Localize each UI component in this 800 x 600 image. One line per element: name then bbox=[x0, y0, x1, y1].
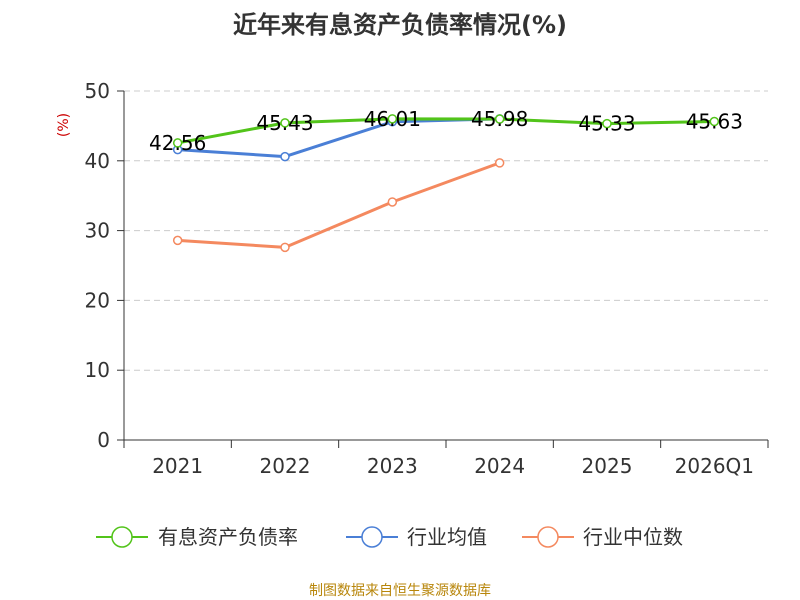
x-tick-label: 2023 bbox=[367, 454, 418, 478]
x-tick-label: 2026Q1 bbox=[675, 454, 754, 478]
series-line bbox=[177, 117, 500, 159]
y-tick-label: 20 bbox=[85, 288, 110, 312]
data-point bbox=[387, 114, 398, 124]
data-label: 46.01 bbox=[364, 107, 421, 131]
legend-marker bbox=[111, 526, 133, 548]
legend-marker bbox=[537, 526, 559, 548]
y-tick-label: 30 bbox=[85, 219, 110, 243]
series-lines bbox=[172, 114, 720, 253]
data-point bbox=[387, 197, 398, 207]
x-tick-label: 2024 bbox=[474, 454, 525, 478]
y-tick-label: 10 bbox=[85, 358, 110, 382]
data-point bbox=[280, 151, 290, 162]
data-point bbox=[172, 235, 183, 246]
legend-label: 行业中位数 bbox=[583, 525, 683, 549]
source-note: 制图数据来自恒生聚源数据库 bbox=[309, 583, 491, 599]
legend-item: 有息资产负债率 bbox=[96, 525, 298, 549]
grid-lines bbox=[124, 90, 768, 371]
legend-marker bbox=[361, 526, 383, 548]
legend-item: 行业均值 bbox=[346, 525, 487, 549]
x-tick-label: 2022 bbox=[260, 454, 311, 478]
data-point bbox=[602, 118, 612, 129]
series-line bbox=[177, 161, 501, 249]
legend: 有息资产负债率 行业均值 行业中位数 bbox=[96, 525, 683, 549]
data-label: 45.98 bbox=[471, 107, 528, 131]
chart-title: 近年来有息资产负债率情况(%) bbox=[233, 11, 567, 39]
data-point bbox=[494, 158, 505, 168]
x-tick-label: 2025 bbox=[582, 454, 633, 478]
data-point bbox=[280, 242, 290, 253]
data-point bbox=[280, 118, 290, 128]
y-tick-label: 40 bbox=[85, 149, 110, 173]
data-label: 42.56 bbox=[149, 131, 206, 155]
data-point bbox=[172, 138, 183, 148]
legend-label: 有息资产负债率 bbox=[158, 525, 298, 549]
y-tick-label: 0 bbox=[97, 428, 110, 452]
data-point bbox=[709, 116, 720, 127]
y-axis-unit: (%) bbox=[56, 113, 72, 137]
data-labels: 42.56 45.43 46.01 45.98 45.33 45.63 bbox=[149, 107, 743, 155]
y-tick-label: 50 bbox=[85, 79, 110, 103]
legend-item: 行业中位数 bbox=[522, 525, 683, 549]
legend-label: 行业均值 bbox=[407, 525, 487, 549]
series-line bbox=[177, 117, 715, 145]
data-point bbox=[494, 114, 505, 124]
x-tick-label: 2021 bbox=[152, 454, 203, 478]
data-label: 45.33 bbox=[578, 112, 635, 136]
data-label: 45.63 bbox=[686, 110, 743, 134]
data-label: 45.43 bbox=[256, 111, 313, 135]
axes: 0 10 20 30 40 50 2021 2022 2023 2024 2025 2026Q1 bbox=[85, 79, 769, 478]
